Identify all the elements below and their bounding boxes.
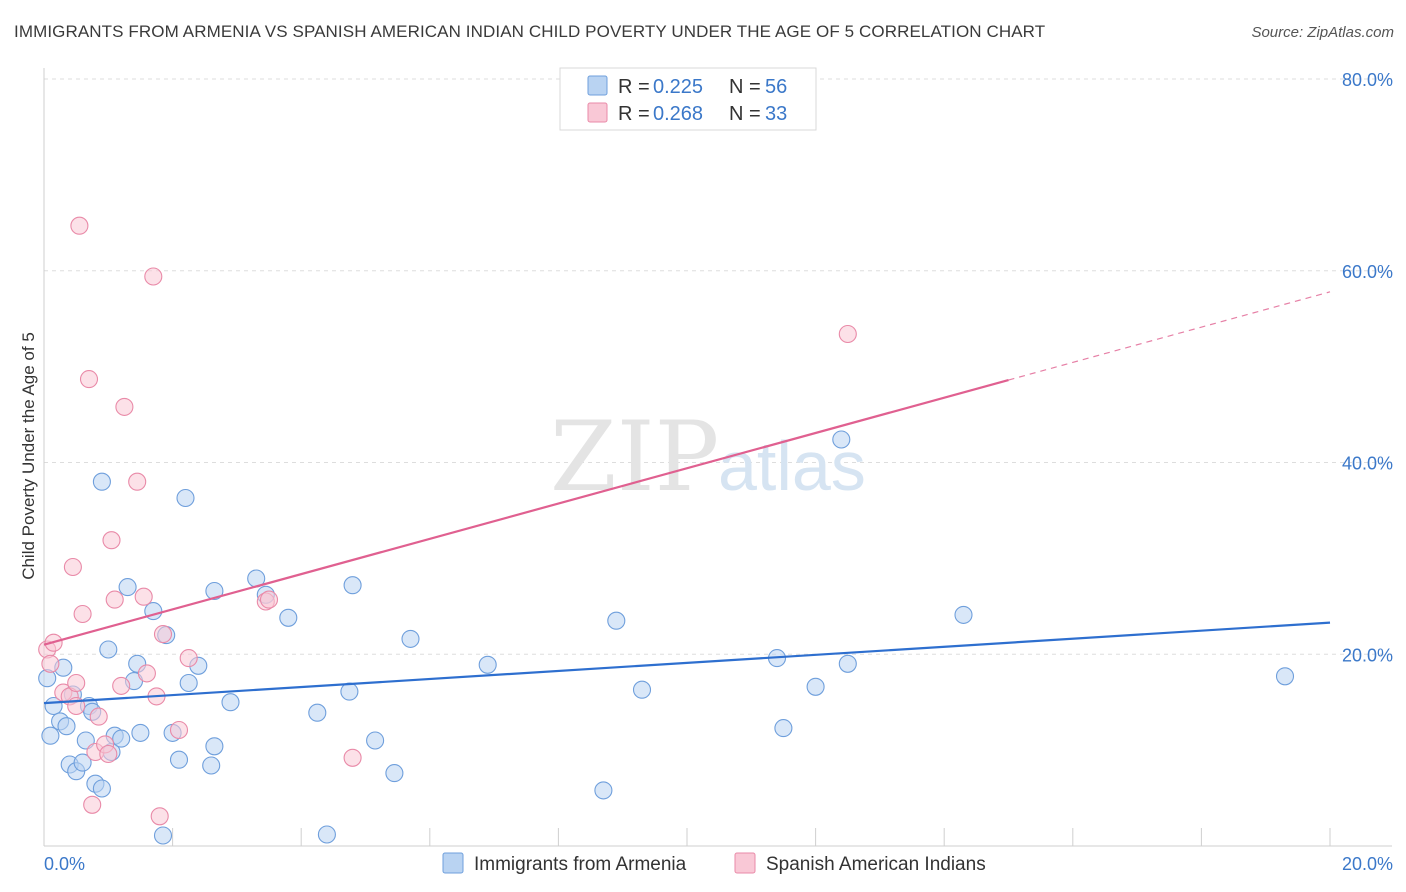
armenia-point-48	[607, 611, 626, 630]
y-tick-label-3: 80.0%	[1342, 70, 1393, 90]
bottom-legend-label-spanish: Spanish American Indians	[766, 854, 986, 875]
bottom-legend-label-armenia: Immigrants from Armenia	[474, 854, 687, 875]
armenia-point-55	[954, 605, 973, 624]
armenia-point-53	[832, 430, 851, 449]
y-axis-label: Child Poverty Under the Age of 5	[19, 332, 38, 580]
spanish-point-11	[83, 795, 102, 814]
spanish-point-23	[144, 267, 163, 286]
spanish-point-25	[150, 807, 169, 826]
armenia-point-47	[594, 781, 613, 800]
armenia-point-38	[279, 608, 298, 627]
armenia-point-54	[838, 654, 857, 673]
spanish-point-28	[179, 649, 198, 668]
armenia-point-28	[169, 750, 189, 769]
spanish-point-26	[153, 625, 173, 644]
grid-lines	[44, 78, 1392, 655]
spanish-point-7	[67, 673, 86, 693]
armenia-point-5	[57, 717, 76, 736]
spanish-point-31	[838, 324, 857, 344]
legend-r-value-spanish: 0.268	[653, 103, 703, 125]
armenia-point-9	[73, 753, 92, 772]
armenia-point-23	[131, 723, 150, 742]
y-tick-label-2: 60.0%	[1342, 262, 1393, 282]
spanish-point-8	[70, 216, 89, 235]
spanish-point-16	[102, 531, 121, 550]
spanish-point-1	[41, 654, 60, 673]
armenia-point-34	[205, 737, 224, 756]
trend-lines	[43, 291, 1331, 705]
armenia-point-30	[179, 673, 198, 693]
axes	[43, 68, 1392, 847]
correlation-legend: R = 0.225 N = 56 R = 0.268 N = 33	[559, 67, 817, 131]
armenia-point-49	[632, 680, 652, 699]
source-label: Source: ZipAtlas.com	[1251, 24, 1394, 41]
spanish-point-27	[169, 720, 189, 740]
armenia-point-41	[340, 682, 359, 701]
chart-title: IMMIGRANTS FROM ARMENIA VS SPANISH AMERI…	[14, 22, 1046, 41]
armenia-point-16	[99, 640, 118, 659]
spanish-point-32	[259, 590, 279, 609]
spanish-point-15	[99, 744, 118, 764]
armenia-point-1	[41, 726, 60, 745]
armenia-point-44	[385, 764, 404, 783]
spanish-point-22	[137, 664, 156, 683]
armenia-point-52	[806, 677, 825, 696]
armenia-point-32	[202, 756, 221, 775]
spanish-trend-line	[43, 378, 1009, 646]
legend-r-label-spanish: R =	[618, 103, 650, 125]
armenia-trend-line	[43, 621, 1331, 705]
legend-swatch-armenia	[587, 75, 608, 96]
bottom-legend-swatch-armenia	[442, 852, 464, 874]
legend-n-value-armenia: 56	[765, 76, 787, 98]
armenia-point-33	[205, 581, 224, 601]
legend-r-value-armenia: 0.225	[653, 76, 703, 98]
watermark-zip: ZIP	[550, 401, 719, 513]
x-tick-label-1: 20.0%	[1342, 854, 1393, 874]
armenia-point-29	[176, 488, 195, 508]
spanish-point-13	[89, 707, 108, 726]
spanish-point-9	[73, 604, 92, 624]
armenia-point-46	[478, 655, 497, 674]
y-tick-label-0: 20.0%	[1342, 645, 1393, 665]
spanish-point-19	[115, 397, 134, 416]
legend-swatch-spanish-american-indians	[587, 102, 608, 123]
spanish-point-21	[134, 587, 153, 606]
spanish-point-10	[79, 370, 99, 389]
armenia-point-39	[308, 703, 327, 722]
series-legend: Immigrants from Armenia Spanish American…	[442, 852, 986, 875]
spanish-point-20	[128, 472, 147, 491]
spanish-point-30	[343, 748, 362, 767]
spanish-point-18	[112, 676, 131, 695]
armenia-point-15	[92, 472, 111, 491]
spanish-point-5	[63, 557, 82, 577]
armenia-point-42	[343, 576, 362, 595]
y-tick-labels: 20.0% 40.0% 60.0% 80.0%	[1342, 70, 1393, 665]
armenia-point-40	[317, 825, 336, 844]
armenia-point-51	[774, 719, 793, 738]
bottom-legend-swatch-spanish	[734, 852, 756, 874]
x-tick-label-0: 0.0%	[44, 854, 85, 874]
armenia-point-20	[118, 578, 137, 597]
x-tick-labels: 0.0% 20.0%	[44, 854, 1393, 874]
armenia-point-43	[366, 731, 385, 750]
y-tick-label-1: 40.0%	[1342, 454, 1393, 474]
legend-n-value-spanish: 33	[765, 103, 787, 125]
armenia-point-26	[153, 826, 173, 845]
armenia-point-14	[92, 779, 111, 798]
data-points	[38, 216, 1295, 845]
armenia-point-45	[401, 629, 420, 648]
watermark: ZIP atlas	[550, 401, 866, 513]
armenia-point-35	[221, 693, 240, 712]
legend-r-label-armenia: R =	[618, 76, 650, 98]
spanish-point-17	[105, 590, 124, 609]
legend-n-label-armenia: N =	[729, 76, 761, 98]
armenia-point-19	[112, 729, 131, 748]
legend-n-label-spanish: N =	[729, 103, 761, 125]
armenia-point-56	[1275, 667, 1295, 686]
spanish-trend-extension	[1008, 291, 1331, 381]
